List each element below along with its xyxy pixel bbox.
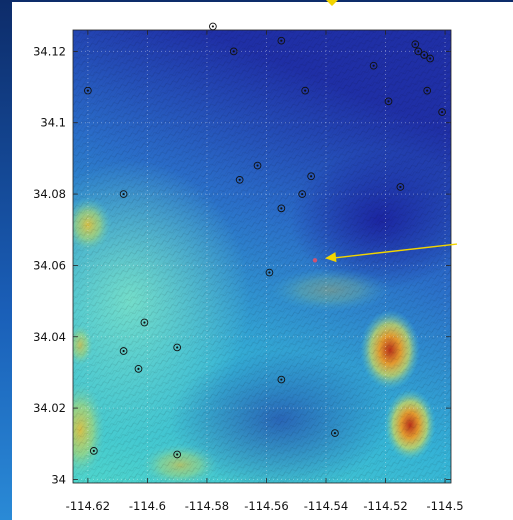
y-tick-label: 34.06 (33, 258, 66, 272)
station-marker (277, 204, 286, 213)
pointer-arrow-head (325, 252, 337, 263)
station-marker (140, 318, 149, 327)
station-marker (84, 86, 92, 95)
x-tick-label: -114.5 (427, 499, 464, 513)
grid-lines (73, 30, 451, 483)
station-marker (438, 108, 446, 116)
station-marker (253, 161, 262, 170)
station-marker (396, 183, 405, 191)
station-marker (369, 61, 378, 70)
station-marker (277, 375, 286, 384)
y-tick-label: 34.02 (33, 401, 66, 415)
y-tick-label: 34.08 (33, 187, 66, 201)
station-marker (420, 51, 429, 59)
station-marker (89, 447, 98, 455)
y-tick-label: 34.12 (33, 44, 66, 58)
station-marker (331, 429, 339, 437)
station-marker (426, 54, 435, 63)
annotation-layer (312, 0, 458, 263)
y-tick-label: 34 (51, 472, 66, 486)
pointer-arrow-line (330, 243, 458, 259)
station-marker (265, 268, 274, 277)
elevation-basemap (73, 30, 451, 483)
x-tick-label: -114.54 (304, 499, 348, 513)
station-marker (298, 190, 307, 198)
station-marker (384, 97, 393, 106)
target-site-marker (312, 258, 318, 263)
station-marker (119, 190, 128, 198)
station-marker (209, 22, 217, 31)
axis-ticks: -114.62 -114.6 -114.58 -114.56 -114.54 -114.5… (33, 30, 464, 513)
x-tick-label: -114.56 (244, 499, 288, 513)
x-tick-label: -114.58 (185, 499, 229, 513)
station-markers (84, 22, 446, 459)
x-tick-label: -114.6 (129, 499, 166, 513)
station-marker (235, 175, 244, 184)
plot-frame (72, 29, 452, 484)
station-marker (411, 40, 420, 49)
top-edge (0, 0, 513, 2)
station-marker (173, 450, 182, 459)
station-marker (173, 343, 182, 352)
station-marker (134, 365, 143, 373)
background-strip (0, 0, 12, 520)
top-arrow-head (326, 0, 338, 6)
station-marker (414, 47, 423, 56)
station-marker (277, 36, 286, 45)
station-marker (301, 86, 310, 95)
y-tick-label: 34.04 (33, 330, 66, 344)
y-tick-label: 34.1 (40, 116, 66, 130)
x-tick-label: -114.62 (66, 499, 110, 513)
station-marker (307, 172, 315, 181)
station-marker (119, 347, 128, 355)
x-tick-label: -114.52 (363, 499, 407, 513)
station-marker (423, 86, 432, 95)
station-marker (229, 47, 238, 56)
